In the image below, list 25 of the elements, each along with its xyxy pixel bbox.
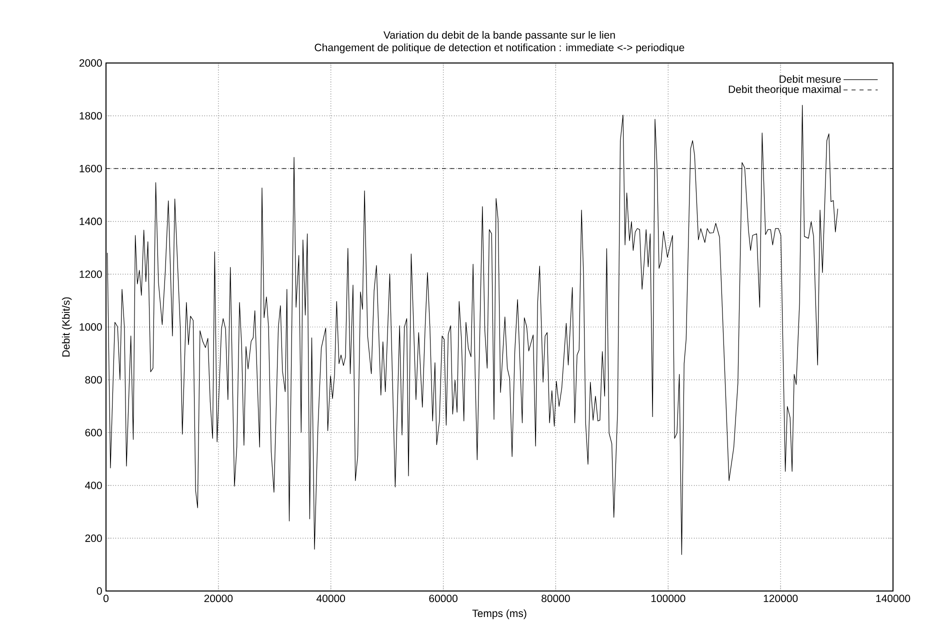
x-tick-label: 120000 [764, 594, 798, 602]
chart-subtitle: Changement de politique de detection et notification : immediate <-> periodique [314, 44, 684, 54]
legend-label: Debit theorique maximal [728, 85, 841, 96]
x-tick-label: 20000 [204, 594, 233, 602]
y-tick-label: 1400 [80, 218, 102, 226]
y-tick-label: 1000 [80, 323, 102, 331]
y-axis-title: Debit (Kbit/s) [62, 297, 72, 356]
x-tick-label: 100000 [651, 594, 686, 602]
x-tick-label: 80000 [542, 594, 570, 602]
x-tick-label: 60000 [429, 594, 458, 602]
x-tick-label: 0 [103, 594, 109, 602]
y-tick-label: 1800 [80, 112, 102, 120]
y-tick-label: 0 [96, 587, 102, 595]
y-tick-label: 400 [85, 482, 102, 490]
chart-title: Variation du debit de la bande passante sur le lien [383, 31, 615, 41]
y-tick-label: 1600 [80, 164, 102, 172]
y-tick-label: 200 [85, 534, 102, 542]
y-tick-label: 2000 [79, 59, 102, 67]
y-tick-label: 1200 [80, 270, 102, 278]
y-tick-label: 800 [85, 376, 102, 384]
legend-label: Debit mesure [780, 75, 841, 83]
x-axis-title: Temps (ms) [472, 609, 526, 620]
x-tick-label: 140000 [876, 594, 910, 602]
x-tick-label: 40000 [316, 594, 346, 602]
y-tick-label: 600 [85, 428, 102, 436]
